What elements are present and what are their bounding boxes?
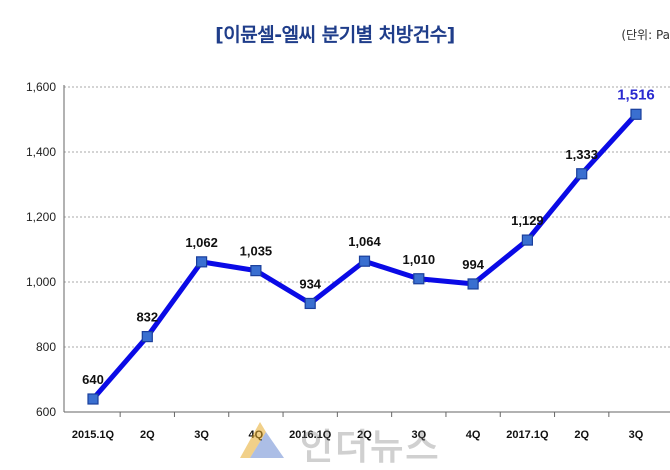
data-point bbox=[304, 297, 316, 310]
x-tick-label: 2015.1Q bbox=[72, 429, 115, 441]
data-label: 1,516 bbox=[617, 86, 655, 103]
x-tick-label: 4Q bbox=[466, 429, 481, 441]
data-point bbox=[630, 108, 642, 120]
x-tick-label: 3Q bbox=[629, 429, 644, 441]
data-point bbox=[87, 393, 99, 405]
chart-title: [이뮨셀-엘씨 분기별 처방건수] bbox=[215, 24, 455, 46]
y-tick-label: 600 bbox=[36, 405, 56, 419]
x-tick-label: 2017.1Q bbox=[506, 429, 549, 441]
x-tick-label: 2Q bbox=[574, 429, 589, 441]
y-tick-label: 1,600 bbox=[26, 80, 56, 94]
x-tick-label: 2Q bbox=[140, 429, 155, 441]
data-label: 1,064 bbox=[348, 234, 381, 249]
watermark-text: 인더뉴스 bbox=[300, 427, 441, 468]
y-tick-label: 800 bbox=[36, 340, 56, 354]
data-point bbox=[358, 255, 371, 267]
data-point bbox=[141, 331, 153, 343]
data-label: 1,035 bbox=[240, 244, 273, 259]
data-label: 1,129 bbox=[511, 213, 544, 228]
data-point bbox=[467, 278, 479, 290]
y-tick-label: 1,200 bbox=[26, 210, 56, 224]
data-label: 640 bbox=[82, 372, 104, 387]
data-point bbox=[413, 273, 425, 285]
data-point bbox=[250, 265, 262, 277]
x-tick-label: 2Q bbox=[357, 429, 372, 441]
data-label: 1,010 bbox=[403, 252, 436, 267]
data-label: 994 bbox=[462, 257, 484, 272]
y-tick-label: 1,400 bbox=[26, 145, 56, 159]
data-label: 832 bbox=[136, 310, 158, 325]
y-tick-label: 1,000 bbox=[26, 275, 56, 289]
x-tick-label: 2016.1Q bbox=[289, 429, 332, 441]
watermark-logo-icon bbox=[240, 422, 284, 458]
x-tick-label: 3Q bbox=[411, 429, 426, 441]
data-label: 934 bbox=[299, 276, 321, 291]
data-point bbox=[196, 256, 208, 268]
data-point bbox=[521, 234, 534, 246]
data-label: 1,333 bbox=[565, 147, 598, 162]
data-point bbox=[576, 168, 588, 180]
unit-label: (단위: Pa bbox=[621, 28, 670, 42]
x-tick-label: 3Q bbox=[194, 429, 209, 441]
data-label: 1,062 bbox=[185, 235, 218, 250]
